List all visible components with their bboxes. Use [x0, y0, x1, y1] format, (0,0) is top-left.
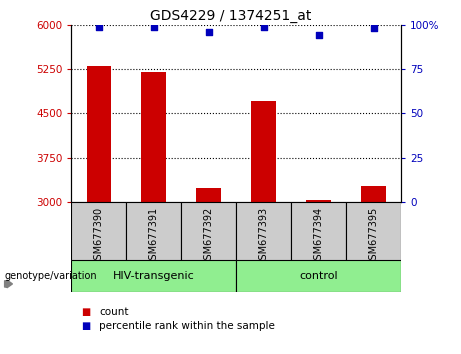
Bar	[291, 202, 346, 260]
Text: GSM677393: GSM677393	[259, 206, 269, 266]
Bar	[181, 202, 236, 260]
Bar	[251, 102, 276, 202]
Bar	[87, 66, 111, 202]
Text: genotype/variation: genotype/variation	[5, 271, 97, 281]
Point	[370, 25, 377, 31]
Bar	[306, 200, 331, 202]
Point	[150, 24, 158, 29]
Bar	[126, 202, 181, 260]
Point	[205, 29, 213, 35]
Point	[315, 33, 322, 38]
Bar	[361, 187, 386, 202]
Text: count: count	[99, 307, 129, 316]
Point	[95, 24, 103, 29]
Text: control: control	[299, 271, 338, 281]
Bar	[196, 188, 221, 202]
Text: GSM677392: GSM677392	[204, 206, 214, 266]
Bar	[142, 72, 166, 202]
Bar	[236, 260, 401, 292]
Text: GSM677390: GSM677390	[94, 206, 104, 266]
Text: GDS4229 / 1374251_at: GDS4229 / 1374251_at	[150, 9, 311, 23]
Text: percentile rank within the sample: percentile rank within the sample	[99, 321, 275, 331]
Bar	[346, 202, 401, 260]
Text: GSM677391: GSM677391	[149, 206, 159, 266]
Text: GSM677394: GSM677394	[313, 206, 324, 266]
Text: ■: ■	[81, 307, 90, 316]
Bar	[236, 202, 291, 260]
Text: ■: ■	[81, 321, 90, 331]
Text: HIV-transgenic: HIV-transgenic	[113, 271, 195, 281]
Text: GSM677395: GSM677395	[369, 206, 378, 266]
Bar	[71, 260, 236, 292]
Point	[260, 24, 267, 29]
Bar	[71, 202, 126, 260]
